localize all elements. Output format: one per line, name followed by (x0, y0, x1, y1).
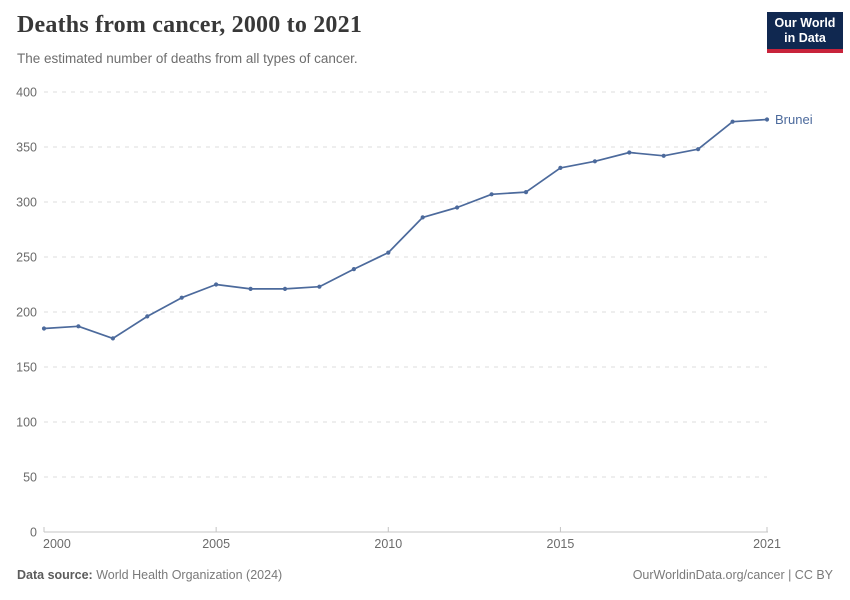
y-tick-label: 250 (16, 251, 37, 265)
page-title: Deaths from cancer, 2000 to 2021 (17, 12, 363, 38)
data-point[interactable] (214, 282, 219, 287)
data-point[interactable] (179, 295, 184, 300)
chart-footer: Data source: World Health Organization (… (17, 568, 833, 582)
data-source-label: Data source: (17, 568, 93, 582)
data-point[interactable] (420, 215, 425, 220)
data-point[interactable] (76, 324, 81, 329)
data-point[interactable] (764, 117, 770, 122)
data-point[interactable] (386, 250, 391, 255)
x-tick-label: 2015 (547, 537, 575, 551)
data-point[interactable] (41, 326, 47, 331)
data-point[interactable] (696, 147, 701, 152)
series-line[interactable] (43, 118, 768, 340)
data-point[interactable] (730, 119, 735, 124)
data-point[interactable] (145, 314, 150, 319)
data-point[interactable] (110, 336, 115, 341)
data-point[interactable] (317, 284, 322, 289)
x-tick-label: 2005 (202, 537, 230, 551)
data-source: Data source: World Health Organization (… (17, 568, 282, 582)
data-point[interactable] (351, 267, 356, 272)
data-point[interactable] (282, 286, 288, 291)
x-tick-label: 2000 (43, 537, 71, 551)
data-point[interactable] (489, 192, 494, 197)
y-tick-label: 0 (30, 526, 37, 540)
y-tick-label: 400 (16, 86, 37, 100)
footer-link[interactable]: OurWorldinData.org/cancer | CC BY (632, 568, 833, 582)
data-point[interactable] (455, 205, 460, 210)
y-tick-label: 350 (16, 141, 37, 155)
x-tick-label: 2021 (753, 537, 781, 551)
y-tick-label: 200 (16, 306, 37, 320)
y-tick-label: 100 (16, 416, 37, 430)
data-point[interactable] (661, 153, 666, 158)
data-point[interactable] (523, 190, 529, 195)
series-label[interactable]: Brunei (775, 112, 813, 127)
data-point[interactable] (627, 150, 632, 155)
data-source-value: World Health Organization (2024) (96, 568, 283, 582)
x-tick-label: 2010 (374, 537, 402, 551)
y-tick-label: 300 (16, 196, 37, 210)
y-tick-label: 50 (23, 471, 37, 485)
line-chart: 0 50 100 150 200 250 300 350 400 2000 2005 2010 2015… (16, 86, 813, 552)
chart-subtitle: The estimated number of deaths from all … (17, 51, 358, 66)
data-point[interactable] (248, 286, 253, 291)
owid-logo[interactable]: Our World in Data (767, 12, 843, 53)
owid-logo-line1: Our World (774, 16, 836, 30)
data-point[interactable] (592, 159, 598, 164)
y-tick-label: 150 (16, 361, 37, 375)
owid-logo-line2: in Data (784, 31, 826, 45)
data-point[interactable] (558, 165, 563, 170)
